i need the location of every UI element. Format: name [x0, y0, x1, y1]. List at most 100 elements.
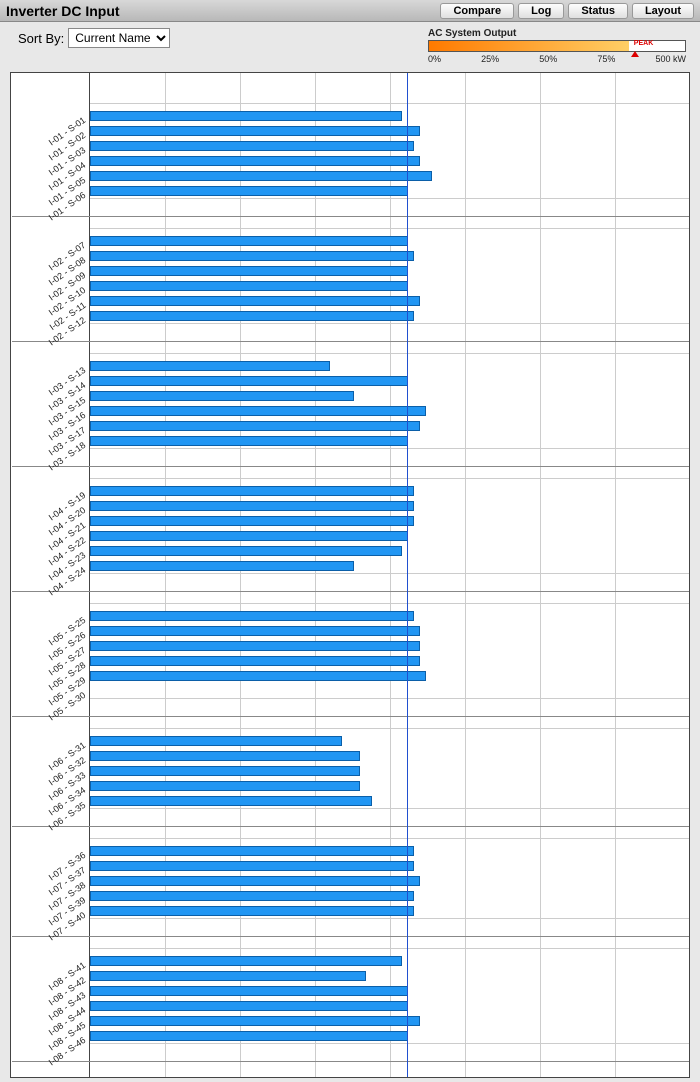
sort-select[interactable]: Current Name [68, 28, 170, 48]
bar [90, 656, 420, 666]
bar [90, 436, 408, 446]
bar [90, 861, 414, 871]
status-button[interactable]: Status [568, 3, 628, 19]
bar [90, 186, 408, 196]
bar [90, 971, 366, 981]
bar [90, 891, 414, 901]
bar [90, 391, 354, 401]
ac-output-panel: AC System Output PEAK 0% 25% 50% 75% 500… [428, 28, 686, 64]
bar [90, 296, 420, 306]
gridline-v [390, 73, 391, 1077]
group-boundary [12, 716, 689, 717]
grid-h [90, 808, 689, 809]
grid-h [90, 228, 689, 229]
grid-h [90, 353, 689, 354]
gridline-v [615, 73, 616, 1077]
bar [90, 531, 408, 541]
bar [90, 266, 408, 276]
grid-h [90, 728, 689, 729]
bar [90, 626, 420, 636]
ac-output-meter: PEAK [428, 40, 686, 52]
group-boundary [12, 591, 689, 592]
bar [90, 156, 420, 166]
grid-h [90, 948, 689, 949]
gridline-v [465, 73, 466, 1077]
bar [90, 671, 426, 681]
peak-label: PEAK [634, 40, 653, 47]
tick: 500 kW [655, 54, 686, 64]
grid-h [90, 1043, 689, 1044]
tick: 25% [481, 54, 499, 64]
grid-h [90, 323, 689, 324]
gridline-v [315, 73, 316, 1077]
bar [90, 781, 360, 791]
bar [90, 846, 414, 856]
bar [90, 1031, 408, 1041]
bar [90, 111, 402, 121]
bar [90, 281, 408, 291]
page-title: Inverter DC Input [6, 3, 436, 19]
chart-container: I-01 - S-01I-01 - S-02I-01 - S-03I-01 - … [10, 72, 690, 1078]
log-button[interactable]: Log [518, 3, 564, 19]
ac-output-fill [429, 41, 629, 51]
bar [90, 251, 414, 261]
bar [90, 546, 402, 556]
group-boundary [12, 216, 689, 217]
bar [90, 421, 420, 431]
grid-h [90, 478, 689, 479]
bar [90, 986, 408, 996]
ac-output-ticks: 0% 25% 50% 75% 500 kW [428, 54, 686, 64]
group-boundary [12, 466, 689, 467]
bar [90, 236, 408, 246]
bar [90, 406, 426, 416]
grid-h [90, 603, 689, 604]
bar [90, 516, 414, 526]
bar [90, 501, 414, 511]
subheader: Sort By: Current Name AC System Output P… [0, 22, 700, 68]
layout-button[interactable]: Layout [632, 3, 694, 19]
bar [90, 486, 414, 496]
bar [90, 736, 342, 746]
bar [90, 126, 420, 136]
bar [90, 751, 360, 761]
gridline-v [540, 73, 541, 1077]
gridline-v [240, 73, 241, 1077]
reference-line [407, 73, 408, 1077]
tick: 0% [428, 54, 441, 64]
bar [90, 141, 414, 151]
tick: 75% [597, 54, 615, 64]
bar [90, 561, 354, 571]
bar [90, 171, 432, 181]
bar [90, 876, 420, 886]
grid-h [90, 448, 689, 449]
bar [90, 641, 420, 651]
bar [90, 361, 330, 371]
grid-h [90, 838, 689, 839]
group-boundary [12, 1061, 689, 1062]
chart-plot: I-01 - S-01I-01 - S-02I-01 - S-03I-01 - … [89, 73, 689, 1077]
bar [90, 376, 408, 386]
tick: 50% [539, 54, 557, 64]
header-bar: Inverter DC Input Compare Log Status Lay… [0, 0, 700, 22]
ac-output-peak: PEAK [634, 40, 635, 47]
bar [90, 906, 414, 916]
bar [90, 1001, 408, 1011]
compare-button[interactable]: Compare [440, 3, 514, 19]
bar [90, 796, 372, 806]
bar [90, 1016, 420, 1026]
grid-h [90, 698, 689, 699]
peak-triangle-icon [631, 51, 639, 57]
sort-control: Sort By: Current Name [18, 28, 170, 48]
group-boundary [12, 826, 689, 827]
ac-output-title: AC System Output [428, 28, 686, 39]
grid-h [90, 198, 689, 199]
gridline-v [165, 73, 166, 1077]
group-boundary [12, 341, 689, 342]
grid-h [90, 573, 689, 574]
sort-label: Sort By: [18, 31, 64, 46]
bar [90, 766, 360, 776]
bar [90, 956, 402, 966]
grid-h [90, 918, 689, 919]
bar [90, 311, 414, 321]
group-boundary [12, 936, 689, 937]
